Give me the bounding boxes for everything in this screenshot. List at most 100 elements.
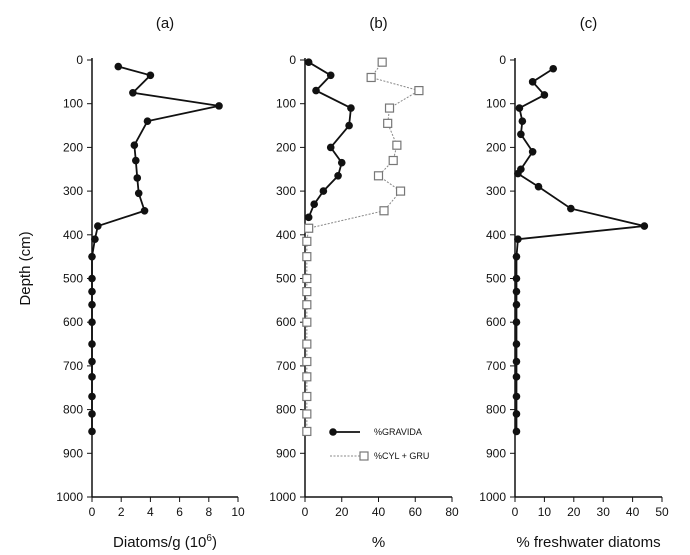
- y-tick-label: 800: [63, 403, 83, 417]
- data-point-circle: [114, 62, 123, 71]
- data-point-circle: [512, 252, 521, 261]
- data-point-circle: [512, 392, 521, 401]
- y-tick-label: 100: [63, 97, 83, 111]
- x-tick-label: 6: [176, 505, 183, 519]
- y-tick-label: 400: [63, 228, 83, 242]
- y-tick-label: 500: [63, 272, 83, 286]
- data-point-circle: [515, 104, 524, 112]
- data-point-circle: [512, 287, 521, 296]
- x-tick-label: 0: [89, 505, 96, 519]
- data-point-circle: [88, 410, 96, 418]
- data-point-square: [373, 171, 384, 181]
- y-tick-label: 100: [276, 97, 296, 111]
- y-tick-label: 200: [63, 140, 83, 154]
- data-point-circle: [310, 200, 318, 209]
- panel-1: (a) 0 100 200 300 400 500 600 700 800 900 1000 0 2 4 6 8…: [17, 15, 245, 551]
- x-tick-label: 10: [231, 505, 245, 519]
- y-tick-label: 200: [486, 140, 506, 154]
- x-tick-label: 4: [147, 505, 154, 519]
- x-tick-label: 20: [335, 505, 349, 519]
- y-tick-label: 0: [76, 53, 83, 67]
- data-point-circle: [88, 357, 96, 366]
- y-tick-label: 900: [486, 446, 506, 460]
- y-tick-label: 400: [486, 228, 506, 242]
- data-point-circle: [91, 235, 99, 243]
- y-tick-label: 700: [276, 359, 296, 373]
- series-line-1: [515, 67, 645, 432]
- data-point-circle: [512, 318, 521, 327]
- data-point-square: [302, 300, 312, 310]
- y-tick-label: 100: [486, 97, 506, 111]
- y-tick-label: 500: [276, 272, 296, 286]
- series-line-1: [307, 61, 352, 218]
- x-axis-title-end: ): [212, 534, 217, 551]
- data-point-circle: [304, 213, 313, 222]
- y-tick-label: 0: [499, 53, 506, 67]
- data-point-square: [302, 287, 312, 297]
- x-tick-label: 50: [655, 505, 669, 519]
- data-point-circle: [567, 204, 575, 213]
- legend: %GRAVIDA %CYL + GRU: [329, 427, 429, 461]
- data-point-circle: [347, 104, 355, 112]
- data-point-square: [392, 140, 402, 150]
- data-point-square: [302, 356, 312, 367]
- data-point-circle: [540, 91, 549, 99]
- data-point-circle: [132, 156, 140, 165]
- data-point-circle: [534, 182, 543, 191]
- x-tick-label: 0: [302, 505, 309, 519]
- data-point-circle: [512, 340, 521, 348]
- data-point-circle: [326, 143, 335, 152]
- data-point-circle: [88, 427, 96, 436]
- y-tick-label: 600: [63, 315, 83, 329]
- data-point-square: [302, 273, 312, 284]
- data-point-square: [304, 223, 314, 233]
- y-tick-label: 900: [63, 446, 83, 460]
- y-tick-label: 800: [276, 403, 296, 417]
- data-point-square: [302, 391, 312, 402]
- data-point-circle: [88, 340, 96, 348]
- y-tick-label: 800: [486, 403, 506, 417]
- panel-2: (b) 0 100 200 300 400 500 600 700 800 900 1000 0 20 40…: [269, 15, 459, 551]
- x-tick-label: 40: [372, 505, 386, 519]
- data-point-circle: [512, 357, 521, 366]
- x-tick-label: 80: [445, 505, 459, 519]
- data-point-circle: [129, 88, 137, 97]
- x-axis-title: % freshwater diatoms: [516, 534, 660, 551]
- y-tick-label: 900: [276, 446, 296, 460]
- x-tick-label: 0: [512, 505, 519, 519]
- data-point-square: [395, 186, 406, 196]
- data-point-circle: [304, 58, 313, 66]
- y-tick-label: 600: [486, 315, 506, 329]
- y-tick-label: 200: [276, 140, 296, 154]
- data-point-square: [414, 85, 424, 96]
- data-point-circle: [146, 71, 155, 80]
- data-point-circle: [334, 172, 342, 180]
- panel-label: (a): [156, 15, 174, 32]
- data-point-circle: [549, 64, 558, 73]
- y-tick-label: 700: [63, 359, 83, 373]
- data-point-circle: [88, 287, 96, 296]
- data-point-square: [302, 236, 312, 246]
- data-point-square: [302, 372, 312, 382]
- data-point-circle: [94, 222, 102, 230]
- data-point-circle: [512, 373, 521, 381]
- x-tick-label: 8: [205, 505, 212, 519]
- y-tick-label: 1000: [56, 490, 83, 504]
- data-point-square: [383, 118, 393, 128]
- data-point-circle: [312, 86, 320, 95]
- x-axis-title: %: [372, 534, 385, 551]
- data-point-square: [302, 317, 312, 327]
- data-point-circle: [88, 300, 96, 309]
- data-point-circle: [517, 130, 525, 139]
- y-tick-label: 1000: [479, 490, 506, 504]
- data-point-circle: [319, 187, 328, 195]
- data-point-circle: [326, 71, 335, 80]
- y-tick-label: 300: [276, 184, 296, 198]
- legend-marker-square: [359, 451, 369, 461]
- data-point-circle: [140, 206, 149, 215]
- data-point-square: [379, 206, 389, 216]
- data-point-square: [366, 72, 376, 83]
- data-point-circle: [134, 189, 143, 198]
- data-point-circle: [514, 169, 522, 178]
